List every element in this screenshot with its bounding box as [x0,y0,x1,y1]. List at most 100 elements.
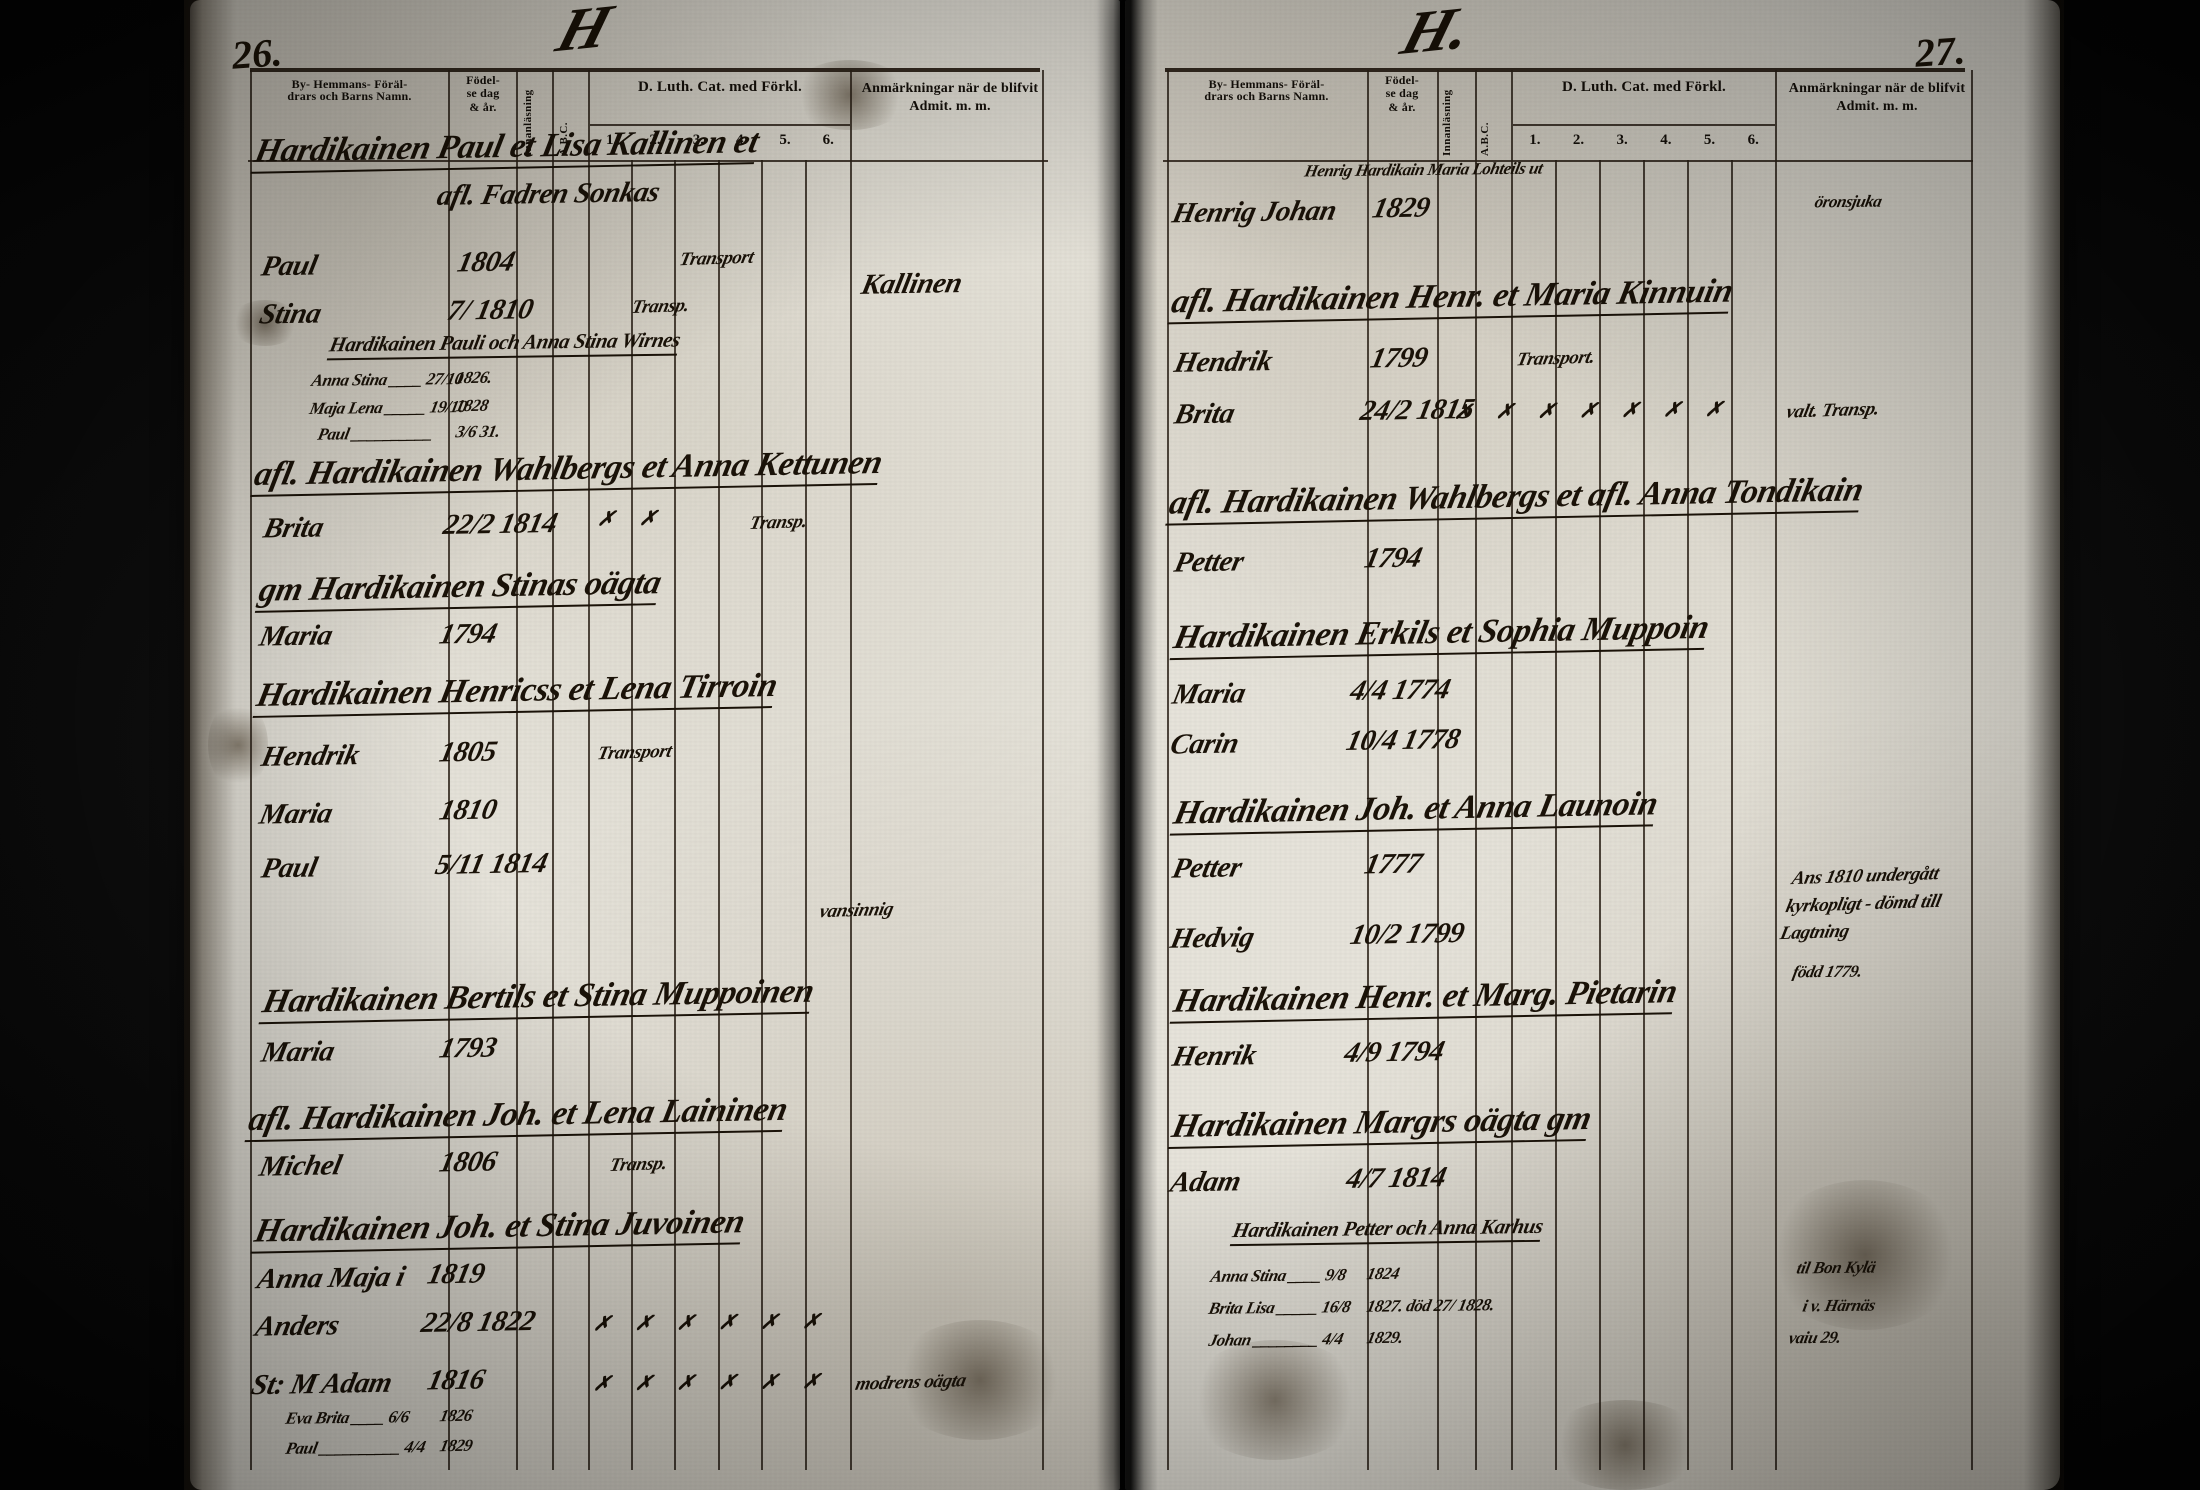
entry-child-name: Anna Stina ____ 27/10 [310,369,465,390]
header-remarks-line1: Anmärkningar när de blifvit [1788,81,1966,96]
col-rule [1731,160,1733,1470]
entry-year: 1804 [454,245,518,279]
entry-note: Transport [595,740,674,765]
cat-num-5: 5. [1703,132,1716,148]
header-remarks-line2: Admit. m. m. [909,98,991,114]
right-page: 27. H. By- Hemmans- Föräl- drars och Bar… [1125,0,2064,1490]
entry-year: 22/8 1822 [418,1305,539,1339]
entry-child-name: Eva Brita ____ 6/6 [284,1407,411,1428]
col-rule [805,160,807,1470]
entry-note: Transp. [607,1153,670,1176]
entry-name: Paul [258,851,321,885]
entry-child-name: Brita Lisa _____ 16/8 [1207,1297,1353,1318]
entry-year: 10/4 1778 [1343,723,1464,757]
entry-child-year: 1827. död 27/ 1828. [1365,1295,1497,1316]
entry-note: Transport [677,246,756,271]
entry-child-name: Maja Lena _____ 19/10 [308,397,469,418]
entry-child-year: 1829 [438,1435,475,1456]
entry-year: 1794 [1361,541,1425,575]
header-names-line2: drars och Barns Namn. [287,89,412,104]
col-rule [1971,70,1973,1470]
entry-interline: Henrig Hardikain Maria Lohteils ut [1302,158,1545,181]
open-book: 26. H By- Hemmans- Föräl- drars och Barn… [184,0,2064,1490]
entry-note: Transp. [629,295,692,318]
entry-family-head: afl. Hardikainen Henr. et Maria Kinnuin [1167,272,1737,325]
entry-year: 10/2 1799 [1347,917,1468,951]
col-rule [1775,70,1777,1470]
entry-note: född 1779. [1791,961,1864,982]
header-birth-line3: & år. [1388,99,1416,114]
entry-child-year: 3/6 31. [454,421,502,442]
entry-family-head: Hardikainen Paul et Lisa Kallinen et [250,123,762,174]
header-bottom-rule [1163,160,1973,162]
cat-num-6: 6. [1747,132,1759,148]
entry-name: Adam [1167,1165,1244,1199]
pen-flourish-right: H. [1393,0,1480,69]
entry-year: 4/9 1794 [1341,1035,1448,1069]
entry-name: Hendrik [258,739,363,773]
entry-year: 5/11 1814 [432,847,551,881]
entry-year: 7/ 1810 [444,293,536,327]
entry-year: 1777 [1361,847,1425,881]
entry-name: Brita [260,511,327,545]
pen-flourish-left: H [549,0,619,66]
table-top-rule [1165,68,1965,72]
entry-year: 4/7 1814 [1343,1161,1450,1195]
entry-family-head: afl. Hardikainen Wahlbergs et afl. Anna … [1165,471,1867,526]
cat-num-3: 3. [1616,132,1628,148]
col-rule [674,160,676,1470]
entry-note: Transport. [1514,346,1597,371]
entry-name: St: M Adam [248,1366,395,1402]
header-catechism: D. Luth. Cat. med Förkl. [1562,79,1726,95]
header-birth-line2: se dag [1385,86,1419,101]
book-gutter-shadow [1096,0,1158,1490]
cat-num-5: 5. [779,132,791,148]
entry-subline: afl. Fadren Sonkas [434,176,663,212]
entry-note: öronsjuka [1813,191,1884,212]
entry-name: Maria [256,797,336,831]
col-rule [718,160,720,1470]
entry-name: Anders [252,1309,343,1343]
entry-note: vaiu 29. [1787,1327,1843,1348]
entry-child-name: Johan ________ 4/4 [1207,1329,1345,1350]
header-remarks: Anmärkningar när de blifvit Admit. m. m. [854,80,1046,115]
col-rule [588,70,590,1470]
entry-child-year: 1829. [1365,1327,1405,1348]
entry-child-year: 1824 [1365,1263,1402,1284]
right-ruled-table: 27. H. By- Hemmans- Föräl- drars och Bar… [1125,0,2060,1490]
entry-family-head: Hardikainen Joh. et Anna Launoin [1169,785,1661,836]
col-rule [850,70,852,1470]
entry-name: Carin [1167,727,1242,761]
col-rule [761,160,763,1470]
header-birth-line1: Födel- [466,73,500,87]
entry-name: Maria [256,619,336,653]
entry-year: 1810 [436,793,500,827]
entry-child-year: 1826 [438,1405,475,1426]
entry-year: 1793 [436,1031,500,1065]
col-rule [1687,160,1689,1470]
header-birth-line2: se dag [466,86,500,101]
entry-name: Petter [1169,851,1245,885]
entry-note: vansinnig [817,898,896,923]
header-names: By- Hemmans- Föräl- drars och Barns Namn… [1169,78,1364,103]
left-ruled-table: 26. H By- Hemmans- Föräl- drars och Barn… [190,0,1120,1490]
entry-name: Hedvig [1167,921,1258,955]
entry-family-head: Hardikainen Margrs oägta gm [1167,1100,1595,1149]
header-remarks-line2: Admit. m. m. [1836,98,1918,114]
entry-name: Henrik [1169,1039,1260,1073]
entry-family-head: gm Hardikainen Stinas oägta [254,564,665,613]
entry-year: 1816 [424,1363,488,1397]
entry-note: Transp. [747,511,810,534]
attendance-marks: ✗ ✗ ✗ ✗ ✗ ✗ ✗ [1452,398,1735,424]
cat-num-1: 1. [1529,132,1541,148]
header-birth-line3: & år. [469,99,497,114]
entry-note: til Bon Kylä [1795,1257,1878,1278]
entry-name: Hendrik [1171,345,1276,379]
entry-year: 1805 [436,735,500,769]
col-rule [552,70,554,1470]
entry-child-name: Paul __________ [316,423,435,444]
header-birth-line1: Födel- [1385,73,1419,87]
cat-num-4: 4. [1660,132,1672,148]
entry-note: modrens oägta [853,1370,968,1395]
entry-family-head: Hardikainen Henr. et Marg. Pietarin [1169,973,1681,1024]
